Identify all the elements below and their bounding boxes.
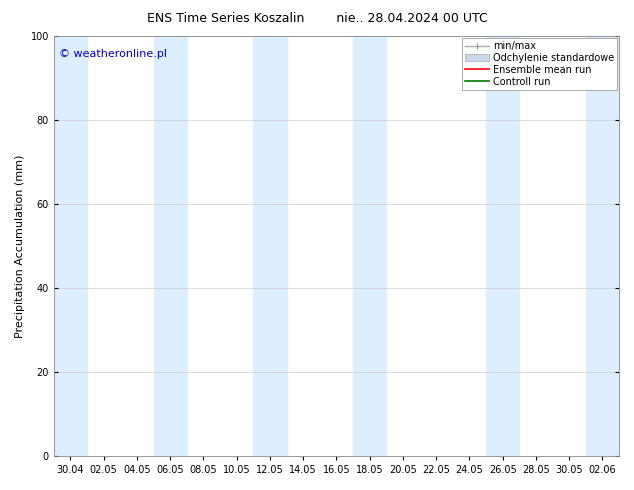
Bar xyxy=(586,36,619,456)
Text: © weatheronline.pl: © weatheronline.pl xyxy=(60,49,167,59)
Text: ENS Time Series Koszalin        nie.. 28.04.2024 00 UTC: ENS Time Series Koszalin nie.. 28.04.202… xyxy=(146,12,488,25)
Bar xyxy=(253,36,287,456)
Y-axis label: Precipitation Accumulation (mm): Precipitation Accumulation (mm) xyxy=(15,154,25,338)
Legend: min/max, Odchylenie standardowe, Ensemble mean run, Controll run: min/max, Odchylenie standardowe, Ensembl… xyxy=(462,38,617,90)
Bar xyxy=(486,36,519,456)
Bar xyxy=(353,36,386,456)
Bar xyxy=(153,36,187,456)
Bar xyxy=(54,36,87,456)
